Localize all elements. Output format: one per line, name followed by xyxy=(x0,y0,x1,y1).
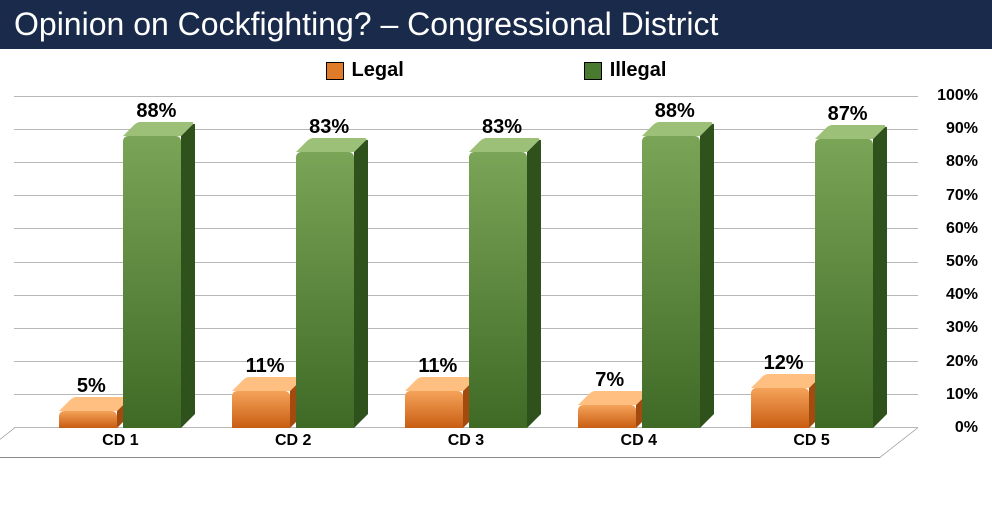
bar-value-label: 12% xyxy=(764,352,804,375)
category-label: CD 3 xyxy=(391,432,541,458)
category-label: CD 5 xyxy=(737,432,887,458)
y-tick-label: 10% xyxy=(928,386,978,404)
bar-value-label: 88% xyxy=(655,100,695,123)
bar-value-label: 7% xyxy=(595,369,624,392)
bar-group: 12%87% xyxy=(737,96,887,428)
chart-area: 5%88%11%83%11%83%7%88%12%87% CD 1CD 2CD … xyxy=(14,88,978,488)
y-tick-label: 90% xyxy=(928,120,978,138)
category-label: CD 2 xyxy=(218,432,368,458)
legend-item-illegal: Illegal xyxy=(584,59,667,82)
legend-swatch-illegal xyxy=(584,62,602,80)
bar-value-label: 5% xyxy=(77,375,106,398)
y-tick-label: 30% xyxy=(928,319,978,337)
bar-value-label: 88% xyxy=(136,100,176,123)
bar-legal: 5% xyxy=(59,411,117,428)
legend-swatch-legal xyxy=(326,62,344,80)
bar-illegal: 88% xyxy=(642,136,700,428)
bar-value-label: 11% xyxy=(418,355,457,378)
category-label: CD 4 xyxy=(564,432,714,458)
legend-label-legal: Legal xyxy=(352,59,404,82)
y-tick-label: 80% xyxy=(928,153,978,171)
legend-label-illegal: Illegal xyxy=(610,59,667,82)
bar-illegal: 83% xyxy=(296,152,354,428)
y-tick-label: 0% xyxy=(928,419,978,437)
chart-y-ticks: 0%10%20%30%40%50%60%70%80%90%100% xyxy=(922,96,978,428)
y-tick-label: 20% xyxy=(928,353,978,371)
bar-illegal: 83% xyxy=(469,152,527,428)
bar-group: 11%83% xyxy=(218,96,368,428)
chart-bar-groups: 5%88%11%83%11%83%7%88%12%87% xyxy=(34,96,898,428)
y-tick-label: 70% xyxy=(928,187,978,205)
bar-legal: 7% xyxy=(578,405,636,428)
bar-group: 11%83% xyxy=(391,96,541,428)
bar-value-label: 83% xyxy=(482,116,522,139)
y-tick-label: 100% xyxy=(928,87,978,105)
legend-item-legal: Legal xyxy=(326,59,404,82)
chart-title: Opinion on Cockfighting? – Congressional… xyxy=(0,0,992,49)
y-tick-label: 50% xyxy=(928,253,978,271)
bar-value-label: 83% xyxy=(309,116,349,139)
chart-category-labels: CD 1 CD 2 CD 3 CD 4 CD 5 xyxy=(34,432,898,458)
bar-illegal: 87% xyxy=(815,139,873,428)
bar-legal: 11% xyxy=(405,391,463,428)
category-label: CD 1 xyxy=(45,432,195,458)
bar-legal: 11% xyxy=(232,391,290,428)
bar-group: 5% 88% xyxy=(45,96,195,428)
chart-plot: 5%88%11%83%11%83%7%88%12%87% CD 1CD 2CD … xyxy=(14,96,918,458)
bar-legal: 12% xyxy=(751,388,809,428)
bar-value-label: 87% xyxy=(828,103,868,126)
bar-value-label: 11% xyxy=(246,355,285,378)
chart-legend: Legal Illegal xyxy=(0,49,992,88)
bar-illegal: 88% xyxy=(123,136,181,428)
y-tick-label: 40% xyxy=(928,286,978,304)
bar-group: 7% 88% xyxy=(564,96,714,428)
y-tick-label: 60% xyxy=(928,220,978,238)
